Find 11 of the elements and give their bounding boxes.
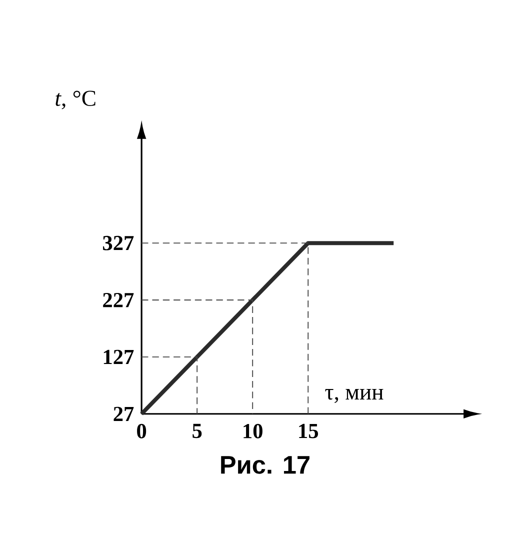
- x-tick-label: 5: [192, 424, 202, 438]
- y-tick-label: 27: [114, 406, 134, 421]
- x-tick-label: 15: [299, 424, 318, 438]
- x-axis-title: τ, мин: [325, 389, 384, 403]
- y-tick-label: 227: [103, 292, 134, 308]
- y-axis-title: t, °C: [56, 90, 96, 110]
- y-tick-label: 327: [102, 236, 134, 250]
- x-tick-label: 10: [244, 424, 262, 438]
- text: Рис. 17: [221, 456, 310, 474]
- x-tick-label: 0: [137, 424, 146, 438]
- y-tick-label: 127: [104, 350, 134, 364]
